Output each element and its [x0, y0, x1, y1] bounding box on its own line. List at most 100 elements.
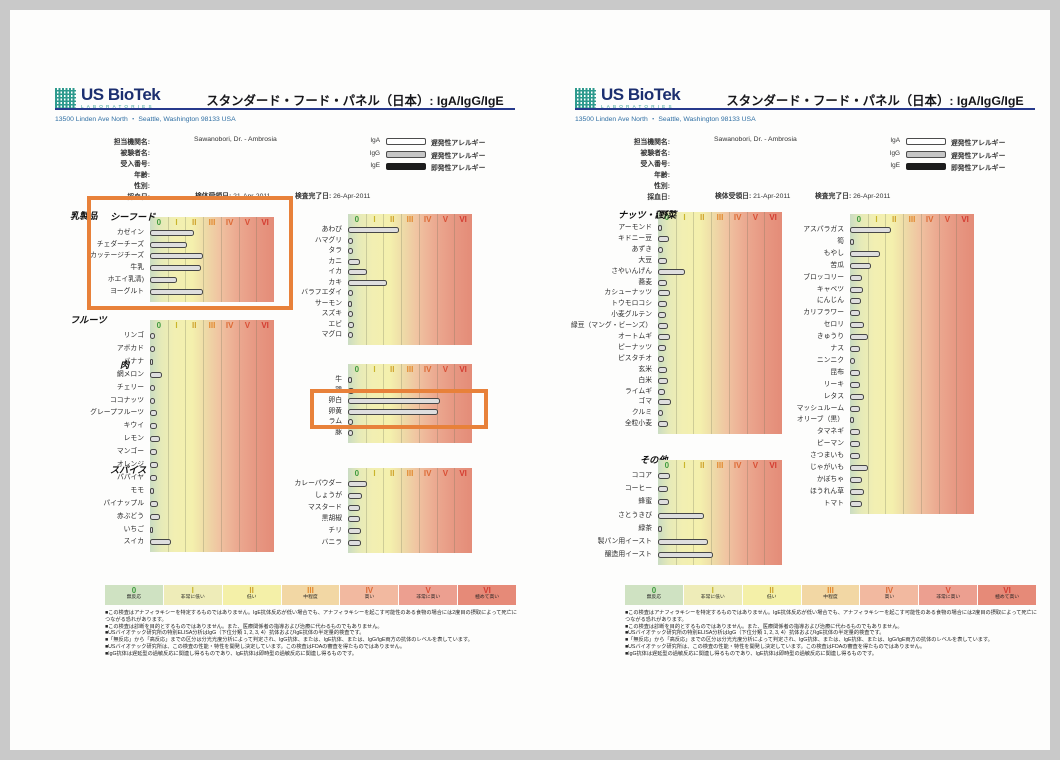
result-bar: [658, 486, 668, 493]
row-label: あずき: [631, 245, 652, 253]
scale-segment-label: 無反応: [646, 595, 662, 600]
row-label: ハマグリ: [314, 236, 342, 244]
scale-segment: 0 無反応: [105, 585, 163, 605]
result-bar: [658, 499, 669, 506]
scale-tick: I: [683, 461, 686, 470]
row-label: 醸造用イースト: [604, 551, 652, 559]
row-label: さとうきび: [618, 511, 652, 519]
result-bar: [150, 384, 156, 391]
section-plot-area: 0 I II III IV V VI: [658, 460, 782, 566]
scale-segment: VI 極めて高い: [978, 585, 1037, 605]
section-plot-area: 0 I II III IV V VI: [348, 468, 472, 553]
legend-label: 即発性アレルギー: [951, 165, 1006, 172]
scale-segment: II 低い: [742, 585, 801, 605]
result-bar: [150, 397, 156, 404]
section-plot-area: 0 I II III IV V VI: [150, 217, 274, 302]
scale-segment-numeral: I: [711, 586, 714, 595]
plot-gridline: [256, 217, 258, 302]
scale-tick: 0: [664, 461, 670, 470]
row-label: キドニー豆: [618, 234, 652, 242]
plot-gridline: [418, 214, 420, 345]
scale-segment-numeral: I: [191, 586, 194, 595]
plot-gridline: [764, 212, 766, 435]
scale-segment-numeral: 0: [131, 586, 137, 595]
scale-tick: VI: [459, 215, 467, 224]
scale-tick: 0: [156, 321, 162, 330]
row-label: にんじん: [816, 297, 844, 305]
row-label: カゼイン: [116, 229, 144, 236]
result-bar: [150, 288, 204, 295]
legend-label: 遅発性アレルギー: [951, 152, 1006, 160]
section-meat: 肉 0 I II III IV V VI 牛鶏卵白 卵黄 ラム豚: [120, 357, 472, 452]
section-plot-area: 0 I II III IV V VI: [348, 364, 472, 443]
patient-info-label: 採血日:: [647, 194, 670, 201]
result-bar: [658, 410, 664, 417]
scale-tick: II: [192, 321, 197, 330]
result-bar: [850, 298, 861, 305]
result-bar: [150, 526, 153, 533]
plot-gridline: [220, 320, 222, 553]
scale-segment-numeral: V: [945, 586, 951, 595]
scale-tick: III: [208, 218, 216, 227]
row-label: バラフエダイ: [301, 289, 342, 296]
scale-tick: IV: [423, 215, 432, 224]
legend-antibody-name: IgA: [890, 137, 900, 144]
row-label: モモ: [130, 486, 144, 494]
result-bar: [658, 473, 670, 479]
scale-segment: VI 極めて高い: [458, 585, 517, 605]
scale-tick: IV: [423, 365, 432, 374]
plot-gridline: [383, 468, 385, 553]
plot-gridline: [365, 468, 367, 553]
plot-gridline: [167, 320, 169, 553]
scale-tick: 0: [354, 365, 360, 374]
legend-antibody-name: IgA: [370, 137, 380, 144]
row-label: 蜂蜜: [638, 498, 652, 506]
result-bar: [348, 258, 361, 265]
section-title: フルーツ: [70, 315, 107, 326]
row-label: ホエイ乳清): [107, 275, 144, 283]
result-bar: [348, 377, 353, 383]
report-page-2: US BioTek LABORATORIES スタンダード・フード・パネル（日本）:…: [530, 10, 1050, 750]
legend-label: 遅発性アレルギー: [431, 152, 486, 160]
row-label: パイナップル: [103, 499, 144, 507]
result-bar: [850, 334, 868, 341]
row-label: トウモロコシ: [611, 300, 652, 308]
row-label: 大豆: [638, 256, 652, 264]
legend-row: IgG 遅発性アレルギー: [530, 150, 1050, 160]
scale-tick: I: [175, 218, 178, 227]
result-bar: [850, 405, 860, 412]
scale-tick: 0: [664, 213, 670, 222]
scale-tick: VI: [459, 365, 467, 374]
result-bar: [348, 504, 361, 511]
scale-tick: III: [406, 215, 414, 224]
plot-gridline: [938, 214, 940, 514]
result-bar: [348, 516, 361, 523]
scale-tick: II: [192, 218, 197, 227]
scale-tick: II: [700, 213, 705, 222]
scale-segment-numeral: III: [307, 586, 314, 595]
result-bar: [150, 500, 158, 507]
us-biotek-logo: US BioTek LABORATORIES: [575, 86, 681, 109]
result-bar: [658, 301, 667, 308]
section-title: 乳製品: [70, 211, 98, 222]
result-bar: [348, 408, 439, 415]
footnote-line: ■この検査はアナフィラキシーを特定するものではありません。IgE抗体反応が低い場…: [625, 610, 1037, 623]
scale-tick: VI: [459, 469, 467, 478]
plot-gridline: [185, 320, 187, 553]
row-label: 緑豆（マング・ビーンズ）: [570, 322, 652, 330]
scale-segment-label: 無反応: [126, 595, 142, 600]
result-bar: [850, 250, 881, 257]
row-label: マッシュルーム: [796, 404, 844, 412]
scale-segment-label: 極めて高い: [995, 595, 1020, 600]
row-label: クルミ: [631, 409, 652, 417]
result-bar: [658, 334, 670, 340]
scale-segment-numeral: II: [769, 586, 774, 595]
row-label: ヨーグルト: [110, 287, 144, 295]
result-bar: [850, 453, 860, 460]
plot-gridline: [436, 468, 438, 553]
scale-tick: VI: [769, 213, 777, 222]
patient-info-label: 年齢:: [134, 172, 150, 179]
row-label: 緑茶: [638, 524, 652, 532]
result-bar: [658, 290, 670, 297]
result-bar: [658, 552, 713, 559]
